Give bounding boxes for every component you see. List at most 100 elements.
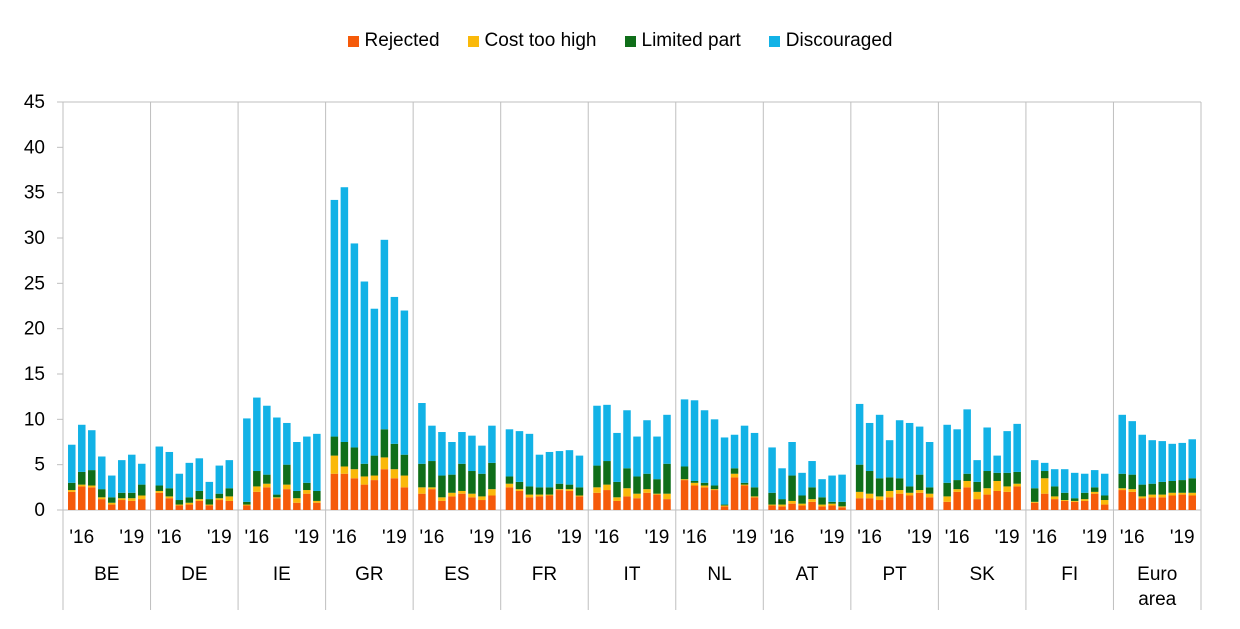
bar-segment	[468, 493, 476, 498]
x-tick-label: '19	[1082, 527, 1107, 548]
bar-segment	[448, 474, 456, 493]
bar-segment	[88, 470, 96, 486]
bar-segment	[98, 456, 106, 490]
bar-segment	[973, 460, 981, 482]
bar-segment	[390, 443, 399, 470]
bar-segment	[555, 490, 564, 510]
bar-segment	[885, 477, 894, 491]
bar-segment	[838, 506, 846, 508]
bar-segment	[390, 469, 399, 479]
bar-segment	[690, 485, 699, 510]
bar-segment	[1080, 492, 1089, 500]
x-tick-label: '19	[732, 527, 757, 548]
bar-segment	[730, 477, 739, 510]
group-label: SK	[969, 564, 995, 585]
y-tick-label: 10	[24, 409, 45, 430]
bar-segment	[1013, 486, 1021, 510]
bar-segment	[730, 473, 739, 478]
bar-segment	[575, 495, 584, 497]
x-tick-label: '19	[907, 527, 932, 548]
bar-segment	[1188, 439, 1196, 479]
bar-segment	[700, 482, 709, 486]
bar-segment	[273, 494, 281, 498]
bar-segment	[855, 491, 864, 499]
bar-segment	[478, 445, 486, 474]
bar-segment	[905, 486, 914, 493]
bar-segment	[643, 473, 651, 490]
bar-segment	[448, 492, 456, 497]
bar-segment	[963, 409, 971, 474]
legend-label-rejected: Rejected	[364, 30, 440, 51]
bar-segment	[633, 436, 641, 477]
bar-segment	[350, 469, 359, 479]
bar-segment	[68, 490, 76, 492]
bar-segment	[808, 461, 816, 488]
bar-segment	[565, 489, 574, 491]
bar-segment	[1148, 440, 1156, 484]
bar-segment	[515, 431, 524, 482]
bar-segment	[808, 487, 816, 500]
x-tick-label: '19	[294, 527, 319, 548]
legend-swatch-cost-too-high	[467, 35, 479, 47]
bar-segment	[350, 447, 359, 470]
bar-segment	[623, 468, 631, 489]
bar-segment	[1040, 471, 1049, 479]
bar-segment	[1090, 493, 1099, 510]
group-label: FR	[532, 564, 557, 585]
bar-segment	[643, 489, 651, 493]
bar-segment	[1158, 481, 1166, 495]
bar-segment	[1138, 434, 1146, 485]
bar-segment	[1030, 488, 1039, 502]
bar-segment	[885, 497, 894, 510]
bar-segment	[798, 472, 806, 496]
bar-segment	[865, 498, 874, 510]
bar-segment	[818, 497, 826, 505]
bar-segment	[1100, 504, 1109, 510]
bar-segment	[710, 485, 719, 490]
bar-segment	[340, 442, 349, 467]
bar-segment	[370, 475, 379, 481]
bar-segment	[1090, 491, 1099, 494]
legend-item-rejected: Rejected	[347, 30, 440, 52]
group-label: BE	[94, 564, 119, 585]
x-tick-label: '16	[244, 527, 269, 548]
bar-segment	[1118, 488, 1126, 491]
bar-segment	[1050, 496, 1059, 500]
bar-segment	[273, 417, 281, 495]
x-tick-label: '16	[157, 527, 182, 548]
bar-segment	[1168, 495, 1176, 510]
y-tick-label: 35	[24, 183, 45, 204]
bar-segment	[828, 505, 836, 510]
bar-segment	[225, 460, 234, 489]
bar-segment	[818, 479, 826, 498]
bar-segment	[283, 489, 291, 510]
bar-segment	[175, 505, 184, 510]
x-tick-label: '19	[382, 527, 407, 548]
bar-segment	[185, 504, 194, 510]
bar-segment	[360, 476, 369, 485]
bar-segment	[1188, 478, 1196, 493]
bar-segment	[1178, 442, 1186, 481]
bar-segment	[865, 422, 874, 472]
bar-segment	[943, 501, 951, 510]
bar-segment	[953, 491, 961, 510]
bar-segment	[340, 187, 349, 442]
x-tick-label: '16	[857, 527, 882, 548]
bar-segment	[225, 500, 234, 510]
bar-segment	[205, 505, 214, 510]
bar-segment	[740, 482, 749, 485]
bar-segment	[1030, 460, 1039, 489]
bar-segment	[155, 446, 164, 486]
bar-segment	[750, 487, 759, 497]
bar-segment	[1060, 492, 1069, 501]
bar-segment	[865, 493, 874, 499]
bar-segment	[438, 432, 446, 476]
group-label: IT	[624, 564, 641, 585]
bar-segment	[1178, 480, 1186, 493]
bar-segment	[613, 432, 621, 482]
bar-segment	[428, 487, 436, 490]
legend: Rejected Cost too high Limited part Disc…	[0, 30, 1240, 52]
x-tick-label: '16	[945, 527, 970, 548]
bar-segment	[138, 499, 146, 510]
bar-segment	[253, 486, 261, 492]
